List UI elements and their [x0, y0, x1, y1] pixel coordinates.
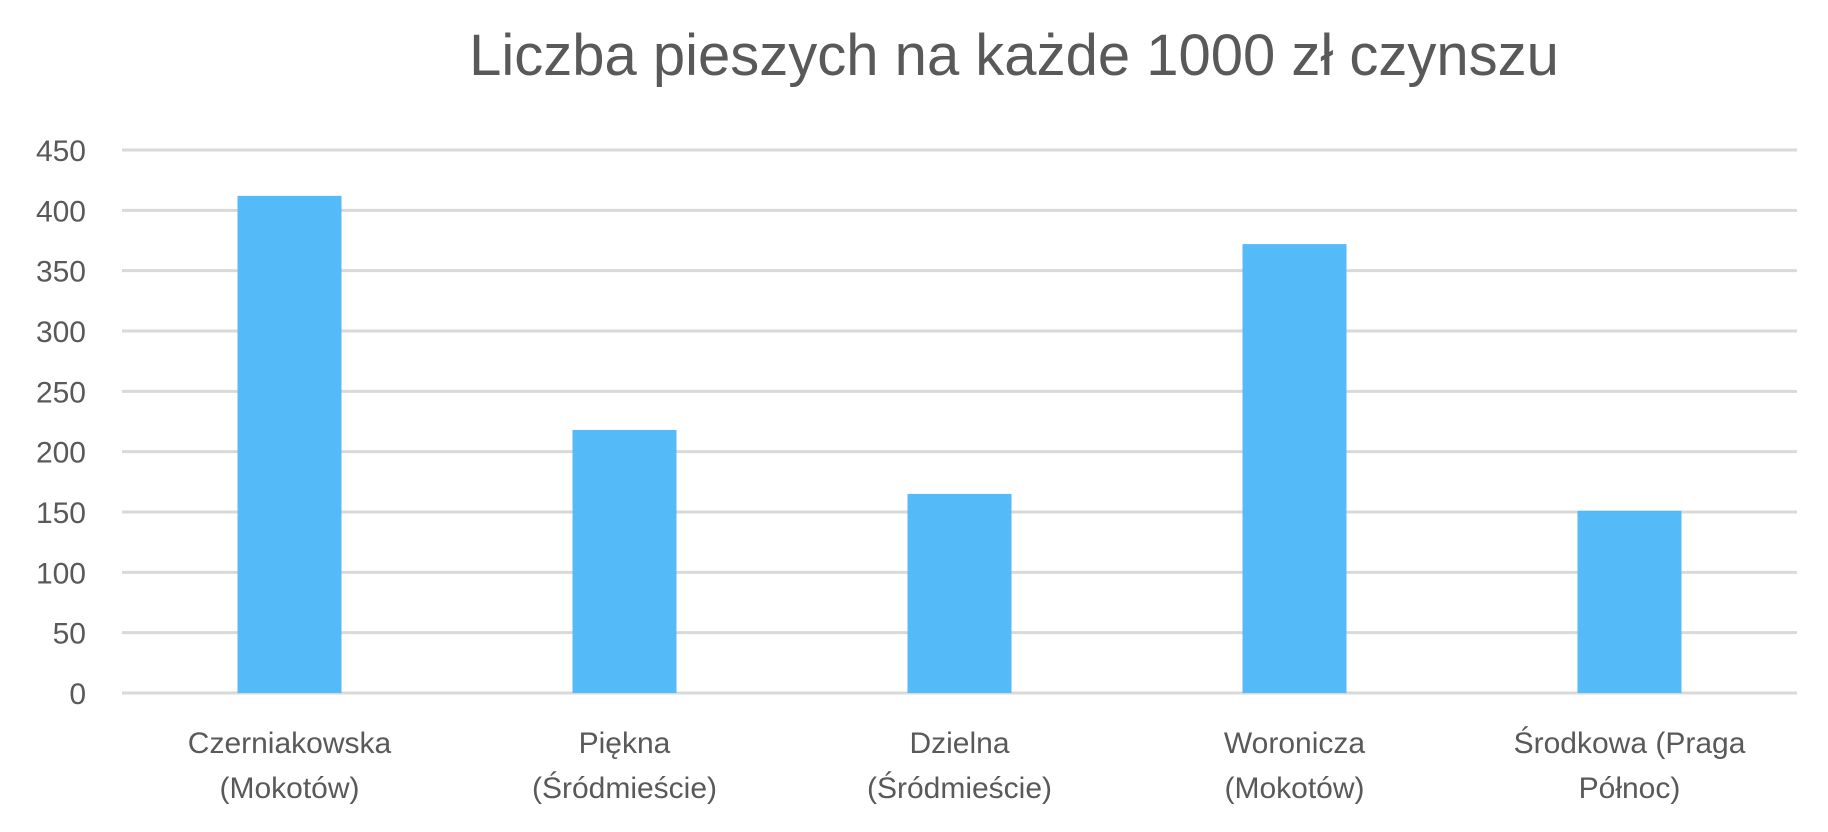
x-category-label-line: Środkowa (Praga: [1514, 726, 1746, 760]
x-category-label-line: Czerniakowska: [188, 727, 392, 760]
y-tick-label: 450: [36, 135, 86, 168]
x-category-label: Środkowa (Praga Północ): [1514, 726, 1746, 805]
x-category-label: Piękna (Śródmieście): [532, 727, 717, 805]
y-tick-label: 200: [36, 437, 86, 470]
x-category-label: Czerniakowska (Mokotów): [188, 727, 392, 805]
x-category-label-line: Północ): [1579, 772, 1681, 805]
y-tick-label: 150: [36, 497, 86, 530]
y-tick-label: 50: [53, 618, 86, 651]
x-category-label: Dzielna (Śródmieście): [867, 727, 1052, 805]
bar: [907, 493, 1012, 693]
bar: [1242, 244, 1347, 693]
x-category-label-line: Piękna: [579, 727, 671, 760]
y-tick-label: 250: [36, 376, 86, 409]
y-tick-label: 400: [36, 195, 86, 228]
y-axis-tick-labels: 0 50 100 150 200 250 300 350 400 450: [36, 135, 86, 711]
x-axis-category-labels: Czerniakowska (Mokotów) Piękna (Śródmieście…: [188, 726, 1746, 805]
x-category-label-line: (Śródmieście): [867, 771, 1052, 805]
y-tick-label: 0: [69, 678, 86, 711]
bar: [572, 429, 677, 693]
bar: [1577, 510, 1682, 693]
x-category-label: Woronicza (Mokotów): [1224, 727, 1365, 805]
x-category-label-line: (Mokotów): [1224, 772, 1364, 805]
bar: [237, 195, 342, 693]
x-category-label-line: Woronicza: [1224, 727, 1365, 760]
y-tick-label: 300: [36, 316, 86, 349]
gridlines: [122, 148, 1797, 695]
x-category-label-line: (Śródmieście): [532, 771, 717, 805]
chart-title: Liczba pieszych na każde 1000 zł czynszu: [469, 23, 1559, 88]
bars: [237, 195, 1682, 693]
y-tick-label: 100: [36, 557, 86, 590]
x-category-label-line: Dzielna: [909, 727, 1009, 760]
x-category-label-line: (Mokotów): [219, 772, 359, 805]
y-tick-label: 350: [36, 256, 86, 289]
